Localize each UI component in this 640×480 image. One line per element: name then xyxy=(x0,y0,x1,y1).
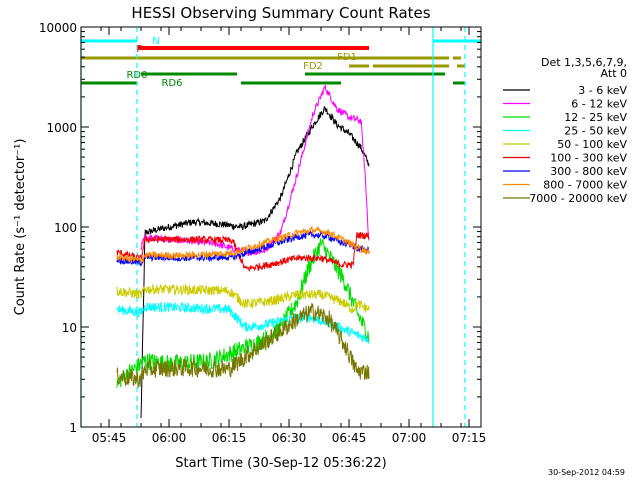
legend-label-6: 300 - 800 keV xyxy=(550,165,627,178)
x-axis-label: Start Time (30-Sep-12 05:36:22) xyxy=(175,456,386,471)
series-line-7 xyxy=(116,225,370,265)
y-tick-label-1: 10 xyxy=(62,321,77,335)
legend-label-8: 7000 - 20000 keV xyxy=(529,192,627,205)
y-tick-label-0: 1 xyxy=(69,421,77,435)
x-tick-label-6: 07:15 xyxy=(452,431,487,445)
flag-label-fd2: FD2 xyxy=(303,61,323,72)
legend-label-7: 800 - 7000 keV xyxy=(543,179,627,192)
series-line-0 xyxy=(140,105,370,419)
legend-header-0: Det 1,3,5,6,7,9, xyxy=(541,56,627,69)
flag-label-fd1: FD1 xyxy=(337,52,357,63)
x-tick-label-0: 05:45 xyxy=(92,431,127,445)
legend-label-1: 6 - 12 keV xyxy=(571,98,627,111)
flag-label-rd6: RD6 xyxy=(161,78,182,89)
x-tick-label-2: 06:15 xyxy=(212,431,247,445)
legend-header-1: Att 0 xyxy=(601,67,627,80)
flag-label-n: N xyxy=(152,36,159,47)
legend-label-5: 100 - 300 keV xyxy=(550,152,627,165)
legend-label-4: 50 - 100 keV xyxy=(557,138,627,151)
axes-layer: 05:45 06:00 06:15 06:30 06:45 07:00 07:15 1 10 10… xyxy=(39,21,486,445)
y-tick-label-2: 100 xyxy=(54,221,77,235)
series-layer xyxy=(116,84,370,419)
flag-label-f: F xyxy=(136,44,142,55)
legend-label-0: 3 - 6 keV xyxy=(578,84,627,97)
y-tick-label-3: 1000 xyxy=(46,121,77,135)
series-line-4 xyxy=(116,283,370,315)
y-tick-label-4: 10000 xyxy=(39,21,77,35)
y-axis-label: Count Rate (s⁻¹ detector⁻¹) xyxy=(13,139,28,316)
x-tick-label-3: 06:30 xyxy=(272,431,307,445)
x-tick-label-1: 06:00 xyxy=(152,431,187,445)
x-tick-label-5: 07:00 xyxy=(392,431,427,445)
legend-label-2: 12 - 25 keV xyxy=(564,111,627,124)
legend-label-3: 25 - 50 keV xyxy=(564,125,627,138)
series-line-8 xyxy=(116,303,370,388)
series-line-5 xyxy=(116,232,370,272)
timestamp: 30-Sep-2012 04:59 xyxy=(548,468,625,477)
chart-title: HESSI Observing Summary Count Rates xyxy=(131,4,430,22)
x-tick-label-4: 06:45 xyxy=(332,431,367,445)
